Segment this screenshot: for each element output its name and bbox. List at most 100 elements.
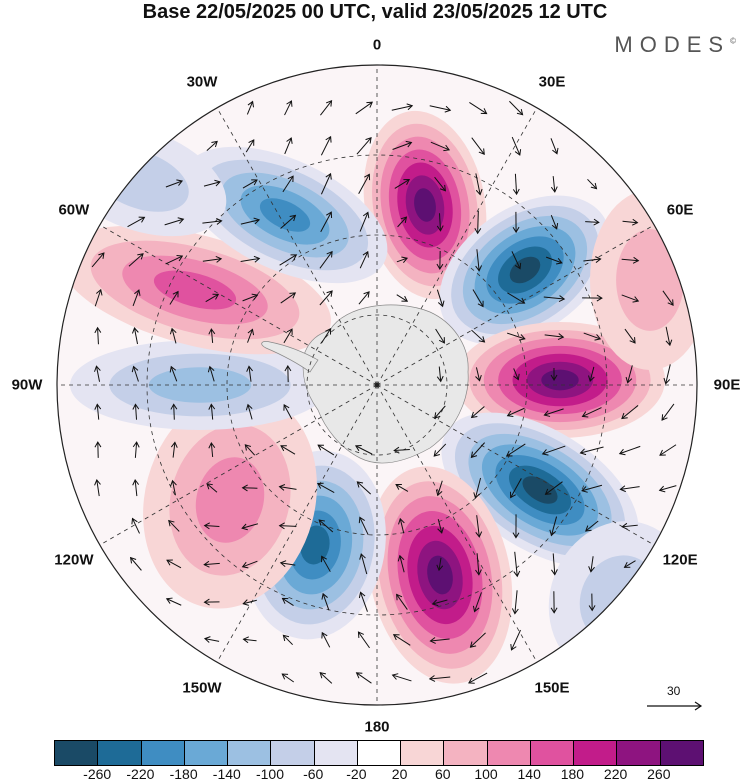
wind-vector bbox=[588, 366, 595, 383]
wind-vector bbox=[585, 218, 600, 226]
wind-vector bbox=[132, 289, 141, 307]
wind-vector bbox=[621, 294, 640, 303]
wind-vector bbox=[544, 481, 563, 495]
wind-vector bbox=[582, 294, 603, 302]
colorbar-swatch bbox=[660, 741, 703, 765]
colorbar-tick-label: -220 bbox=[126, 766, 155, 782]
wind-vector bbox=[475, 173, 483, 196]
map-boundary bbox=[56, 64, 698, 706]
wind-vector bbox=[513, 551, 521, 578]
reference-vector-label: 30 bbox=[667, 684, 681, 698]
wind-vector bbox=[242, 179, 258, 189]
colorbar-tick-label: 100 bbox=[474, 766, 498, 782]
wind-vector bbox=[205, 293, 220, 303]
wind-vector bbox=[510, 629, 521, 651]
wind-vector bbox=[242, 599, 257, 606]
wind-vector bbox=[474, 210, 482, 235]
wind-vector bbox=[550, 176, 558, 193]
wind-vector bbox=[357, 631, 370, 649]
wind-vector bbox=[665, 326, 673, 347]
wind-vector bbox=[282, 175, 294, 193]
colorbar-tick-label: -260 bbox=[83, 766, 112, 782]
wind-vector bbox=[131, 327, 139, 345]
wind-vector bbox=[131, 365, 139, 382]
wind-vector bbox=[512, 514, 520, 539]
wind-vector bbox=[468, 672, 488, 684]
wind-vector bbox=[434, 176, 447, 192]
wind-vector bbox=[475, 515, 483, 538]
wind-vector bbox=[433, 443, 447, 457]
wind-vector bbox=[132, 403, 140, 420]
wind-vector bbox=[544, 333, 565, 340]
wind-vector bbox=[241, 484, 258, 492]
wind-vector bbox=[127, 216, 146, 228]
wind-vector bbox=[437, 519, 444, 534]
wind-vector bbox=[281, 597, 294, 606]
wind-vector bbox=[509, 478, 522, 499]
longitude-label: 120E bbox=[662, 551, 698, 569]
wind-vector bbox=[434, 405, 446, 419]
wind-vector bbox=[169, 365, 178, 382]
wind-vector bbox=[279, 254, 298, 266]
wind-vector bbox=[278, 484, 297, 491]
meridian-line bbox=[216, 107, 378, 386]
positive-anomaly-contour bbox=[195, 457, 265, 543]
longitude-label: 150W bbox=[182, 679, 222, 697]
colorbar bbox=[54, 740, 704, 766]
longitude-label: 30E bbox=[538, 73, 566, 91]
wind-vector bbox=[165, 254, 184, 265]
wind-vector bbox=[619, 485, 640, 493]
wind-vector bbox=[512, 211, 520, 234]
wind-vector bbox=[470, 406, 485, 419]
wind-vector bbox=[247, 328, 255, 343]
graticule bbox=[57, 65, 697, 705]
longitude-label: 30W bbox=[186, 73, 218, 91]
wind-vector bbox=[359, 250, 369, 269]
colorbar-swatch bbox=[271, 741, 315, 765]
wind-vector bbox=[283, 328, 293, 344]
colorbar-swatch bbox=[98, 741, 142, 765]
wind-vector bbox=[543, 295, 566, 302]
wind-vector bbox=[168, 519, 180, 532]
wind-vector bbox=[658, 485, 677, 493]
wind-vector bbox=[549, 516, 558, 537]
wind-vector bbox=[358, 291, 370, 305]
positive-anomaly-contour bbox=[414, 188, 436, 222]
wind-vector bbox=[429, 637, 450, 644]
wind-vector bbox=[506, 407, 525, 417]
brand-mark: © bbox=[730, 36, 736, 46]
wind-vector bbox=[320, 100, 333, 116]
wind-vector bbox=[241, 560, 258, 569]
wind-vector bbox=[245, 139, 255, 153]
wind-vector bbox=[623, 560, 636, 568]
wind-vector bbox=[240, 255, 261, 263]
wind-vector bbox=[129, 556, 142, 571]
wind-vector bbox=[543, 408, 564, 417]
wind-vector bbox=[358, 173, 371, 194]
wind-vector bbox=[579, 446, 604, 456]
wind-vector bbox=[284, 137, 293, 155]
wind-vector bbox=[319, 290, 333, 306]
wind-vector bbox=[245, 403, 253, 420]
map-title: Base 22/05/2025 00 UTC, valid 23/05/2025… bbox=[142, 1, 608, 23]
wind-vector bbox=[391, 673, 412, 682]
wind-vector bbox=[281, 673, 295, 683]
wind-vector bbox=[165, 597, 182, 606]
positive-anomaly-contour bbox=[616, 229, 684, 331]
wind-vector bbox=[436, 289, 445, 308]
colorbar-swatch bbox=[530, 741, 575, 765]
wind-vector bbox=[551, 553, 558, 576]
wind-vector bbox=[94, 441, 102, 458]
wind-vector bbox=[663, 364, 671, 385]
wind-vector bbox=[356, 481, 372, 495]
land-mass bbox=[261, 341, 319, 373]
wind-vector bbox=[206, 140, 218, 151]
wind-vector bbox=[621, 256, 640, 264]
wind-vector bbox=[550, 138, 559, 155]
wind-vector bbox=[170, 441, 178, 458]
wind-vector bbox=[624, 328, 636, 344]
wind-vector bbox=[469, 632, 486, 648]
wind-vector bbox=[94, 288, 103, 307]
colorbar-tick-label: 140 bbox=[517, 766, 541, 782]
colorbar-tick-label: -20 bbox=[346, 766, 367, 782]
